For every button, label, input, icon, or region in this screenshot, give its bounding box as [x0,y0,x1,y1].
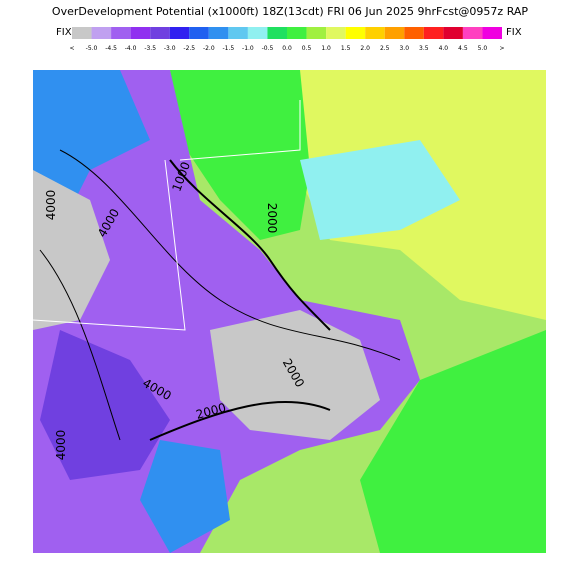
legend-swatch [326,27,346,39]
legend-tick-label: 0.0 [282,45,292,52]
legend-swatch [287,27,307,39]
legend-swatch [111,27,131,39]
legend-right-label: FIX [506,27,522,38]
state-border [32,159,186,331]
region [40,330,170,480]
contour [59,149,401,361]
legend-swatch [130,27,151,39]
legend-swatch [189,27,209,39]
legend-swatch [306,27,327,39]
region [360,330,546,553]
legend-tick-label: -1.0 [242,45,254,52]
legend-swatch [423,27,444,39]
legend-tick-label: -3.5 [144,45,156,52]
contour-label: 2000 [265,203,279,234]
contour [169,159,331,331]
region [300,140,460,240]
legend-tick-label: -2.0 [203,45,215,52]
legend-swatch [267,27,287,39]
legend-tick-label: -2.5 [183,45,195,52]
region [140,440,230,553]
legend-tick-label: 4.5 [458,45,468,52]
legend-swatch [150,27,170,39]
legend-swatch [365,27,385,39]
legend-swatch [91,27,112,39]
title: OverDevelopment Potential (x1000ft) 18Z(… [52,5,528,18]
legend-tick-label: -4.5 [105,45,117,52]
legend-tick-label: 3.5 [419,45,429,52]
legend-swatch [443,27,463,39]
legend-tick-label: 0.5 [302,45,312,52]
map [32,70,546,553]
legend-tick-label: 4.0 [439,45,449,52]
legend-tick-label: -3.0 [164,45,176,52]
legend-swatch [462,27,483,39]
contour-label: 4000 [44,190,58,221]
legend-tick-label: -0.5 [262,45,274,52]
legend-swatch [384,27,405,39]
legend-tick-label: 2.0 [360,45,370,52]
legend-swatch [72,27,92,39]
legend-swatch [482,27,502,39]
region [33,170,110,330]
legend-tick-label: > [499,45,504,52]
legend-swatch [345,27,366,39]
legend-tick-label: -1.5 [223,45,235,52]
contour [149,400,331,441]
legend-tick-label: 3.0 [399,45,409,52]
contour-label: 4000 [54,430,68,461]
legend-swatch [208,27,229,39]
legend-tick-label: < [69,45,74,52]
legend: < -5.0 -4.5 -4.0 -3.5 -3.0 -2.5 -2.0 -1.5 -1.0 -0.… [69,27,505,52]
legend-tick-label: -4.0 [125,45,137,52]
legend-tick-label: 1.0 [321,45,331,52]
legend-tick-label: 2.5 [380,45,390,52]
legend-swatch [404,27,424,39]
legend-tick-label: 1.5 [341,45,351,52]
state-border [179,100,301,161]
legend-tick-label: 5.0 [478,45,488,52]
legend-swatch [247,27,268,39]
legend-left-label: FIX [56,27,72,38]
legend-swatch [228,27,248,39]
legend-swatch [169,27,190,39]
region [210,310,380,440]
contour [39,249,121,441]
legend-tick-label: -5.0 [86,45,98,52]
